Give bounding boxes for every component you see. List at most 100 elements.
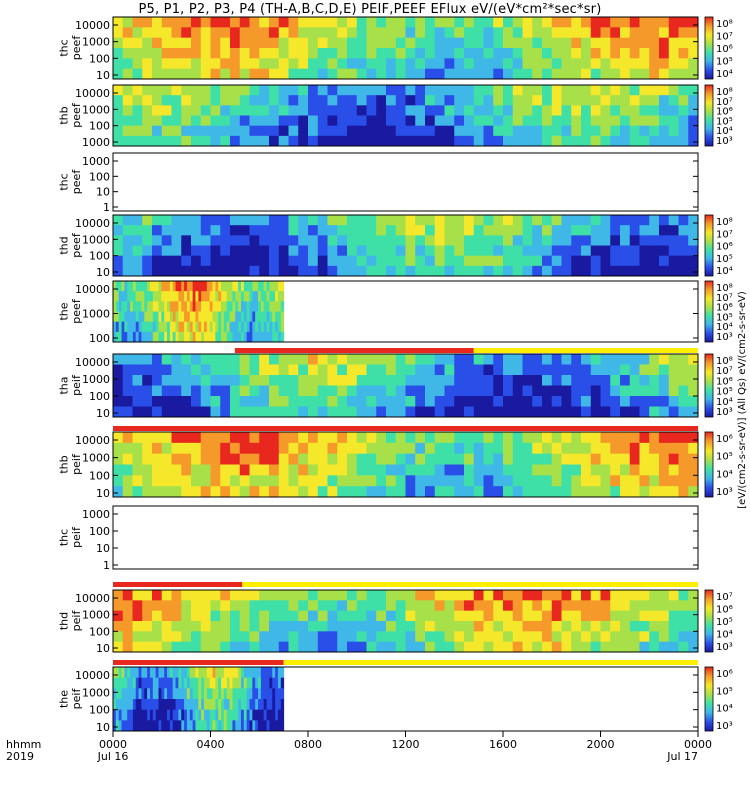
heatmap-cell: [386, 265, 397, 277]
heatmap-cell: [181, 475, 192, 487]
heatmap-cell: [347, 255, 358, 267]
heatmap-cell: [220, 135, 231, 147]
heatmap-cell: [308, 215, 319, 226]
heatmap-cell: [269, 95, 280, 106]
heatmap-cell: [454, 432, 465, 444]
heatmap-cell: [464, 105, 475, 116]
heatmap-cell: [288, 641, 299, 653]
heatmap-cell: [571, 245, 582, 257]
heatmap-cell: [668, 135, 679, 147]
heatmap-cell: [337, 17, 348, 28]
heatmap-cell: [118, 291, 123, 302]
colorbar-tick-label: 10³: [716, 721, 733, 732]
heatmap-cell: [278, 48, 289, 59]
heatmap-cell: [688, 486, 699, 498]
heatmap-cell: [639, 85, 650, 96]
heatmap-cell: [444, 442, 455, 455]
heatmap-cell: [327, 354, 338, 365]
heatmap-cell: [218, 677, 222, 689]
heatmap-cell: [347, 58, 358, 70]
heatmap-cell: [337, 442, 348, 455]
heatmap-cell: [122, 225, 133, 236]
heatmap-cell: [175, 677, 179, 689]
heatmap-cell: [184, 720, 188, 732]
heatmap-cell: [415, 245, 426, 257]
heatmap-cell: [132, 48, 143, 59]
heatmap-cell: [230, 17, 241, 28]
heatmap-cell: [473, 105, 484, 116]
heatmap-cell: [444, 590, 455, 601]
heatmap-cell: [512, 115, 523, 127]
heatmap-cell: [405, 215, 416, 226]
heatmap-cell: [127, 321, 131, 333]
heatmap-cell: [620, 235, 631, 246]
heatmap-cell: [288, 442, 299, 455]
heatmap-cell: [668, 641, 679, 653]
heatmap-cell: [272, 331, 276, 343]
heatmap-cell: [189, 281, 194, 292]
heatmap-cell: [327, 255, 338, 267]
heatmap-cell: [198, 331, 202, 343]
colorbar-tick-label: 10⁴: [716, 69, 733, 80]
heatmap-cell: [124, 667, 128, 679]
heatmap-cell: [152, 105, 163, 116]
heatmap-cell: [317, 364, 328, 376]
heatmap-cell: [561, 215, 572, 226]
heatmap-cell: [277, 677, 282, 689]
heatmap-cell: [124, 709, 128, 721]
heatmap-cell: [356, 375, 367, 386]
heatmap-cell: [308, 375, 319, 386]
heatmap-cell: [551, 265, 562, 277]
heatmap-cell: [266, 291, 270, 302]
heatmap-cell: [347, 37, 358, 49]
heatmap-cell: [278, 85, 289, 96]
heatmap-cell: [395, 105, 406, 116]
heatmap-cell: [688, 641, 699, 653]
heatmap-cell: [278, 68, 289, 80]
heatmap-cell: [175, 331, 179, 343]
heatmap-cell: [483, 590, 494, 601]
heatmap-cell: [464, 453, 475, 465]
heatmap-cell: [269, 85, 280, 96]
heatmap-cell: [678, 442, 689, 455]
heatmap-cell: [415, 590, 426, 601]
heatmap-cell: [629, 354, 640, 365]
heatmap-cell: [561, 475, 572, 487]
heatmap-cell: [629, 58, 640, 70]
heatmap-cell: [226, 720, 231, 732]
colorbar-tick-label: 10⁷: [716, 592, 733, 603]
heatmap-cell: [308, 95, 319, 106]
heatmap-cell: [260, 709, 265, 721]
heatmap-cell: [135, 331, 140, 343]
status-bar-segment: [473, 348, 698, 353]
heatmap-cell: [395, 27, 406, 39]
heatmap-cell: [512, 265, 523, 277]
heatmap-cell: [571, 464, 582, 476]
heatmap-cell: [473, 621, 484, 632]
heatmap-cell: [620, 105, 631, 116]
heatmap-cell: [280, 667, 285, 679]
heatmap-cell: [269, 396, 280, 407]
heatmap-cell: [266, 281, 270, 292]
heatmap-cell: [405, 385, 416, 397]
heatmap-cell: [561, 68, 572, 80]
heatmap-cell: [259, 442, 270, 455]
heatmap-cell: [288, 396, 299, 407]
colorbar-tick-label: 10⁶: [716, 376, 733, 387]
heatmap-cell: [649, 68, 660, 80]
heatmap-cell: [206, 709, 211, 721]
heatmap-cell: [263, 301, 268, 312]
heatmap-cell: [317, 385, 328, 397]
heatmap-cell: [161, 667, 165, 679]
heatmap-cell: [212, 699, 216, 711]
heatmap-cell: [610, 245, 621, 257]
heatmap-cell: [161, 17, 172, 28]
heatmap-cell: [288, 375, 299, 386]
heatmap-cell: [181, 125, 192, 137]
colorbar-tick-label: 10⁴: [716, 126, 733, 137]
heatmap-cell: [135, 281, 140, 292]
heatmap-cell: [347, 68, 358, 80]
heatmap-cell: [473, 610, 484, 622]
heatmap-cell: [405, 442, 416, 455]
heatmap-cell: [668, 245, 679, 257]
